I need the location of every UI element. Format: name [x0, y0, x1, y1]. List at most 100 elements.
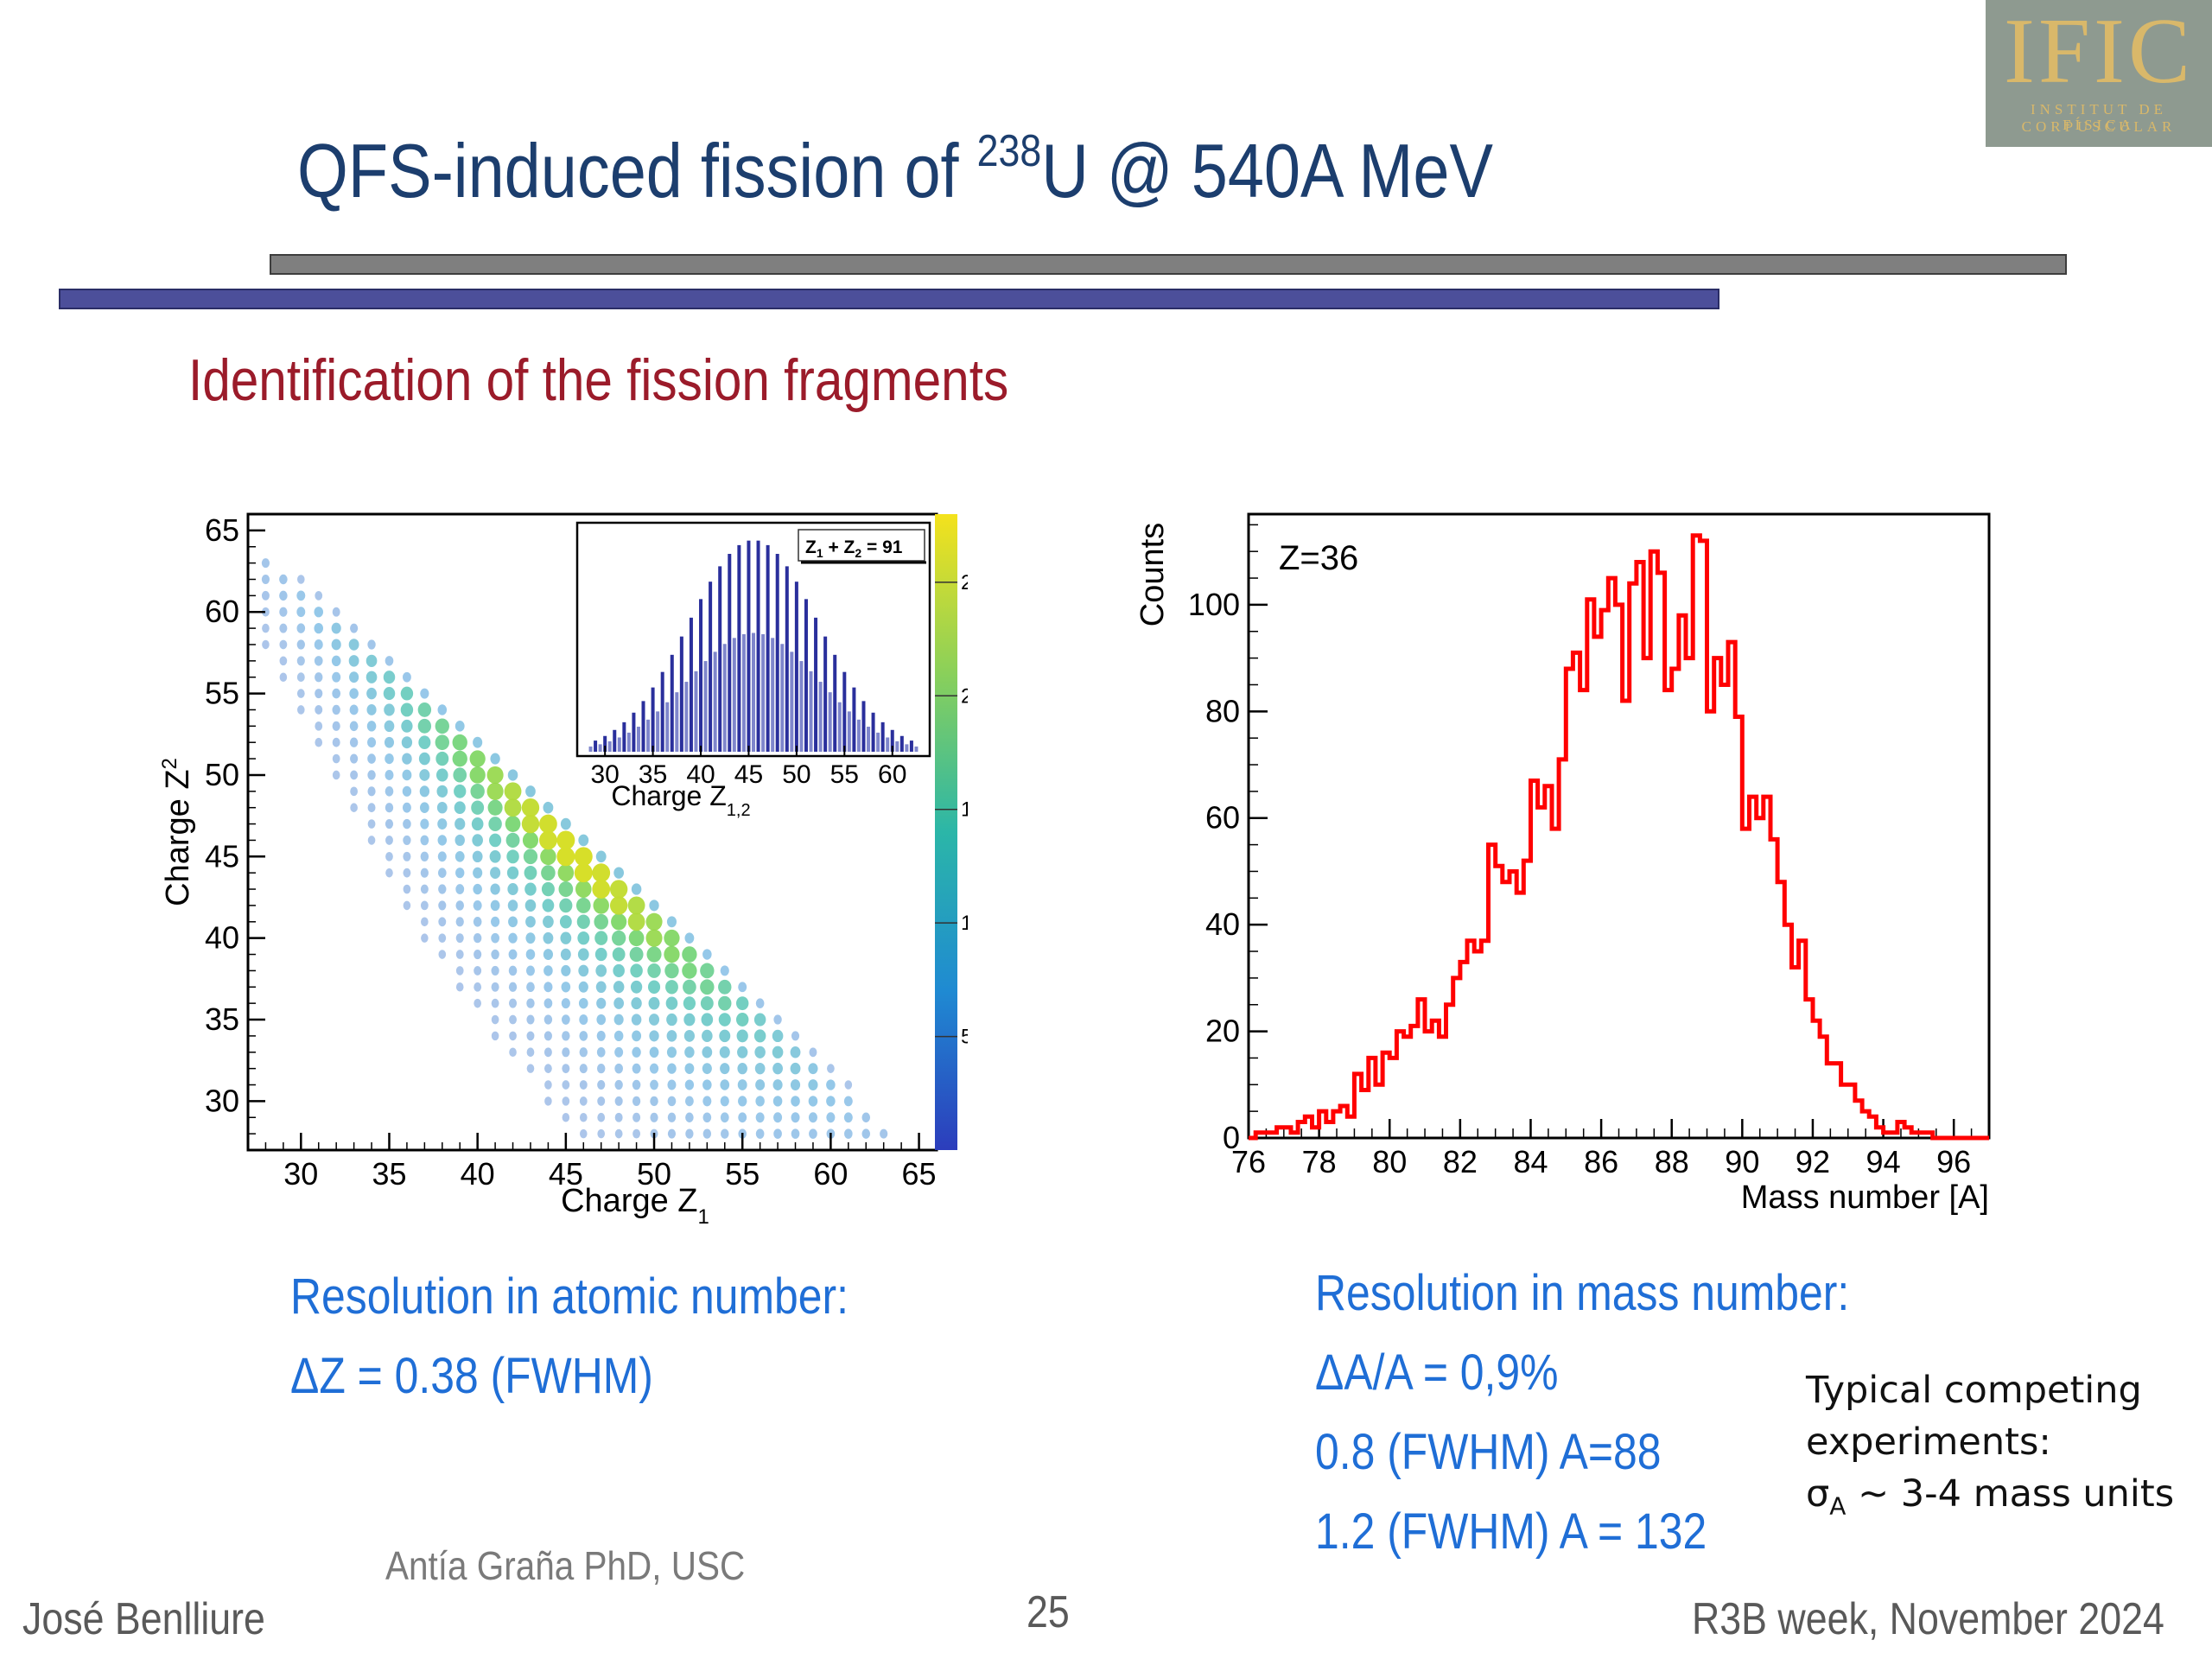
heatmap-cell	[594, 913, 608, 930]
heatmap-cell	[491, 998, 499, 1008]
heatmap-cell	[684, 1063, 695, 1074]
heatmap-cell	[755, 1112, 765, 1123]
heatmap-cell	[614, 1112, 623, 1122]
atomic-resolution-heading: Resolution in atomic number:	[290, 1268, 849, 1325]
heatmap-y-tick-label: 60	[205, 594, 239, 629]
heatmap-cell	[562, 1080, 570, 1090]
inset-bar	[809, 671, 813, 752]
inset-bar	[694, 671, 698, 752]
heatmap-cell	[385, 819, 394, 830]
histogram-y-tick-label: 40	[1205, 906, 1240, 942]
inset-x-tick-label: 60	[878, 760, 906, 789]
heatmap-cell	[790, 1079, 801, 1090]
inset-bar	[771, 638, 775, 752]
heatmap-cell	[419, 769, 430, 781]
inset-bar	[626, 732, 631, 752]
heatmap-cell	[526, 1047, 535, 1058]
inset-bar	[880, 721, 885, 752]
heatmap-cell	[348, 639, 359, 651]
heatmap-cell	[437, 818, 448, 830]
heatmap-cell	[384, 736, 394, 748]
heatmap-x-tick-label: 45	[549, 1156, 583, 1192]
heatmap-cell	[772, 1079, 783, 1090]
heatmap-cell	[366, 704, 377, 715]
heatmap-cell	[702, 1046, 713, 1058]
heatmap-cell	[315, 672, 323, 683]
heatmap-cell	[684, 932, 695, 944]
heatmap-cell	[315, 689, 323, 699]
heatmap-cell	[315, 721, 323, 731]
heatmap-cell	[737, 1063, 747, 1075]
heatmap-cell	[473, 933, 482, 944]
inset-bar	[790, 652, 794, 752]
heatmap-cell	[473, 883, 482, 895]
inset-x-tick-label: 30	[590, 760, 619, 789]
heatmap-cell	[524, 899, 537, 912]
inset-bar	[622, 721, 626, 752]
heatmap-cell	[720, 1079, 730, 1090]
heatmap-cell	[543, 1031, 552, 1041]
heatmap-cell	[665, 980, 678, 995]
heatmap-cell	[577, 948, 589, 961]
inset-bar	[679, 636, 683, 752]
heatmap-cell	[491, 1014, 499, 1025]
heatmap-cell	[507, 769, 518, 781]
inset-bar	[899, 735, 904, 752]
heatmap-cell	[471, 800, 485, 815]
heatmap-cell	[521, 798, 540, 817]
heatmap-cell	[474, 965, 482, 976]
title-bar-gray	[270, 254, 2067, 275]
heatmap-cell	[487, 799, 503, 816]
heatmap-cell	[524, 882, 537, 896]
heatmap-cell	[261, 574, 270, 585]
heatmap-cell	[596, 997, 607, 1009]
inset-bar	[632, 712, 636, 752]
heatmap-cell	[649, 1046, 659, 1058]
inset-bar	[660, 671, 664, 752]
heatmap-cell	[685, 1112, 694, 1122]
heatmap-cell	[562, 1064, 570, 1074]
heatmap-cell	[755, 1096, 765, 1107]
heatmap-cell	[702, 1128, 712, 1139]
heatmap-cell	[384, 720, 395, 733]
inset-bar	[752, 632, 755, 752]
heatmap-cell	[843, 1112, 853, 1123]
heatmap-cell	[436, 785, 448, 798]
heatmap-cell	[350, 753, 359, 764]
heatmap-cell	[574, 863, 593, 883]
heatmap-y-tick-label: 30	[205, 1083, 239, 1118]
heatmap-cell	[385, 786, 394, 797]
inset-bars	[588, 540, 918, 752]
heatmap-cell	[753, 1029, 766, 1043]
heatmap-cell	[420, 851, 429, 861]
heatmap-y-ticks: 30 35 40 45 50 55 60 65	[205, 512, 265, 1135]
heatmap-cell	[455, 868, 465, 879]
inset-bar	[871, 712, 875, 752]
heatmap-cell	[541, 881, 555, 897]
heatmap-cell	[754, 1062, 766, 1075]
footer-page-number: 25	[1027, 1587, 1070, 1637]
logo-text: IFIC	[2003, 0, 2195, 103]
inset-bar	[741, 633, 746, 752]
heatmap-cell	[861, 1112, 871, 1122]
heatmap-cell	[773, 1014, 782, 1025]
heatmap-cell	[808, 1096, 818, 1107]
heatmap-cell	[702, 1112, 712, 1123]
heatmap-ylabel: Charge Z2	[158, 758, 196, 906]
heatmap-cell	[738, 1096, 747, 1107]
heatmap-cell	[470, 783, 485, 799]
inset-bar	[876, 732, 880, 752]
heatmap-cell	[417, 702, 432, 717]
heatmap-cell	[332, 704, 340, 715]
heatmap-cell	[473, 917, 482, 927]
heatmap-y-tick-label: 65	[205, 512, 239, 548]
heatmap-cell	[296, 689, 305, 698]
heatmap-cell	[509, 1014, 517, 1025]
heatmap-cell	[489, 833, 502, 848]
heatmap-y-tick-label: 40	[205, 920, 239, 956]
colorbar-tick-label: 250	[961, 571, 968, 594]
inset-bar	[613, 729, 617, 752]
heatmap-cell	[719, 1029, 731, 1043]
logo-line1: INSTITUT DE FÍSICA	[2030, 101, 2168, 133]
heatmap-cell	[702, 949, 712, 960]
